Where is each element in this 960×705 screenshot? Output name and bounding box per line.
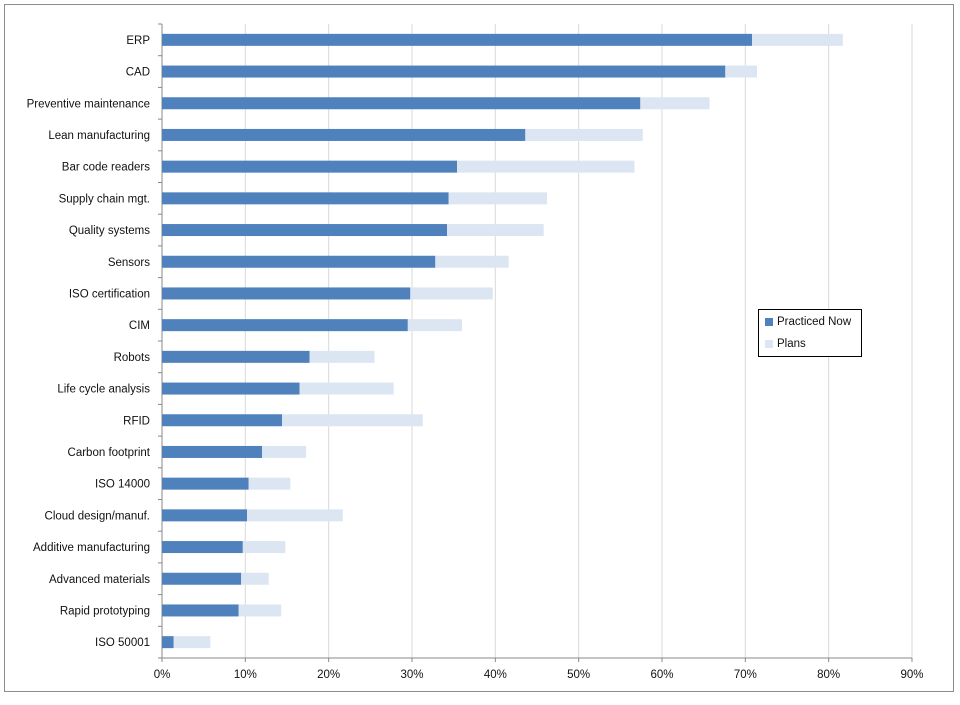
bar-plans — [282, 414, 423, 427]
category-label: Robots — [114, 352, 151, 364]
bar-plans — [457, 160, 635, 173]
bar-plans — [640, 97, 710, 110]
bar-practiced-now — [162, 319, 408, 332]
bar-plans — [725, 65, 757, 78]
category-label: Preventive maintenance — [27, 98, 150, 110]
bar-practiced-now — [162, 224, 447, 237]
category-label: Advanced materials — [49, 574, 150, 586]
category-label: ISO 14000 — [95, 479, 150, 491]
category-label: ERP — [126, 35, 150, 47]
bar-practiced-now — [162, 541, 243, 554]
legend-label-plans: Plans — [777, 338, 806, 350]
bar-plans — [448, 192, 547, 205]
legend-swatch-practiced-now — [765, 318, 773, 326]
bar-practiced-now — [162, 287, 411, 300]
x-tick-label: 50% — [567, 669, 590, 681]
category-label: CAD — [126, 67, 150, 79]
bar-practiced-now — [162, 160, 457, 173]
bar-plans — [262, 445, 307, 458]
x-tick-label: 40% — [484, 669, 507, 681]
bar-plans — [242, 541, 286, 554]
bar-practiced-now — [162, 65, 726, 78]
bar-plans — [752, 33, 843, 46]
category-label: Additive manufacturing — [33, 542, 150, 554]
bar-practiced-now — [162, 97, 641, 110]
bar-plans — [241, 572, 269, 585]
bar-plans — [299, 382, 394, 395]
bar-practiced-now — [162, 636, 174, 649]
x-tick-label: 10% — [234, 669, 257, 681]
bar-practiced-now — [162, 350, 310, 363]
category-label: Carbon footprint — [68, 447, 151, 459]
legend-item-plans: Plans — [765, 338, 806, 350]
bar-plans — [248, 477, 291, 490]
bar-plans — [410, 287, 493, 300]
bar-practiced-now — [162, 128, 526, 141]
category-label: Life cycle analysis — [57, 384, 150, 396]
bar-plans — [407, 319, 462, 332]
x-tick-label: 80% — [817, 669, 840, 681]
bar-plans — [309, 350, 375, 363]
bar-practiced-now — [162, 382, 300, 395]
bar-practiced-now — [162, 192, 449, 205]
bar-plans — [238, 604, 282, 617]
x-tick-label: 90% — [900, 669, 923, 681]
bar-plans — [247, 509, 343, 522]
bar-practiced-now — [162, 445, 262, 458]
category-label: CIM — [129, 320, 150, 332]
category-label: RFID — [123, 415, 150, 427]
legend-label-practiced-now: Practiced Now — [777, 316, 852, 328]
x-tick-label: 0% — [154, 669, 171, 681]
category-label: ISO 50001 — [95, 637, 150, 649]
category-label: Bar code readers — [62, 162, 150, 174]
bar-plans — [173, 636, 211, 649]
bar-practiced-now — [162, 604, 239, 617]
bar-practiced-now — [162, 255, 436, 268]
x-tick-label: 20% — [317, 669, 340, 681]
category-label: Sensors — [108, 257, 150, 269]
legend-item-practiced-now: Practiced Now — [765, 316, 851, 328]
x-tick-label: 70% — [734, 669, 757, 681]
category-label: Cloud design/manuf. — [45, 510, 150, 522]
category-label: Rapid prototyping — [60, 605, 150, 617]
bar-plans — [435, 255, 509, 268]
bar-practiced-now — [162, 509, 247, 522]
bar-practiced-now — [162, 33, 752, 46]
bar-practiced-now — [162, 414, 282, 427]
bar-practiced-now — [162, 477, 249, 490]
category-label: Quality systems — [69, 225, 150, 237]
legend-swatch-plans — [765, 340, 773, 348]
legend: Practiced Now Plans — [758, 309, 862, 357]
category-label: Lean manufacturing — [48, 130, 150, 142]
x-tick-label: 30% — [400, 669, 423, 681]
category-label: Supply chain mgt. — [59, 193, 150, 205]
category-label: ISO certification — [69, 288, 150, 300]
x-tick-label: 60% — [650, 669, 673, 681]
bar-plans — [525, 128, 643, 141]
bar-plans — [447, 224, 544, 237]
bar-practiced-now — [162, 572, 242, 585]
